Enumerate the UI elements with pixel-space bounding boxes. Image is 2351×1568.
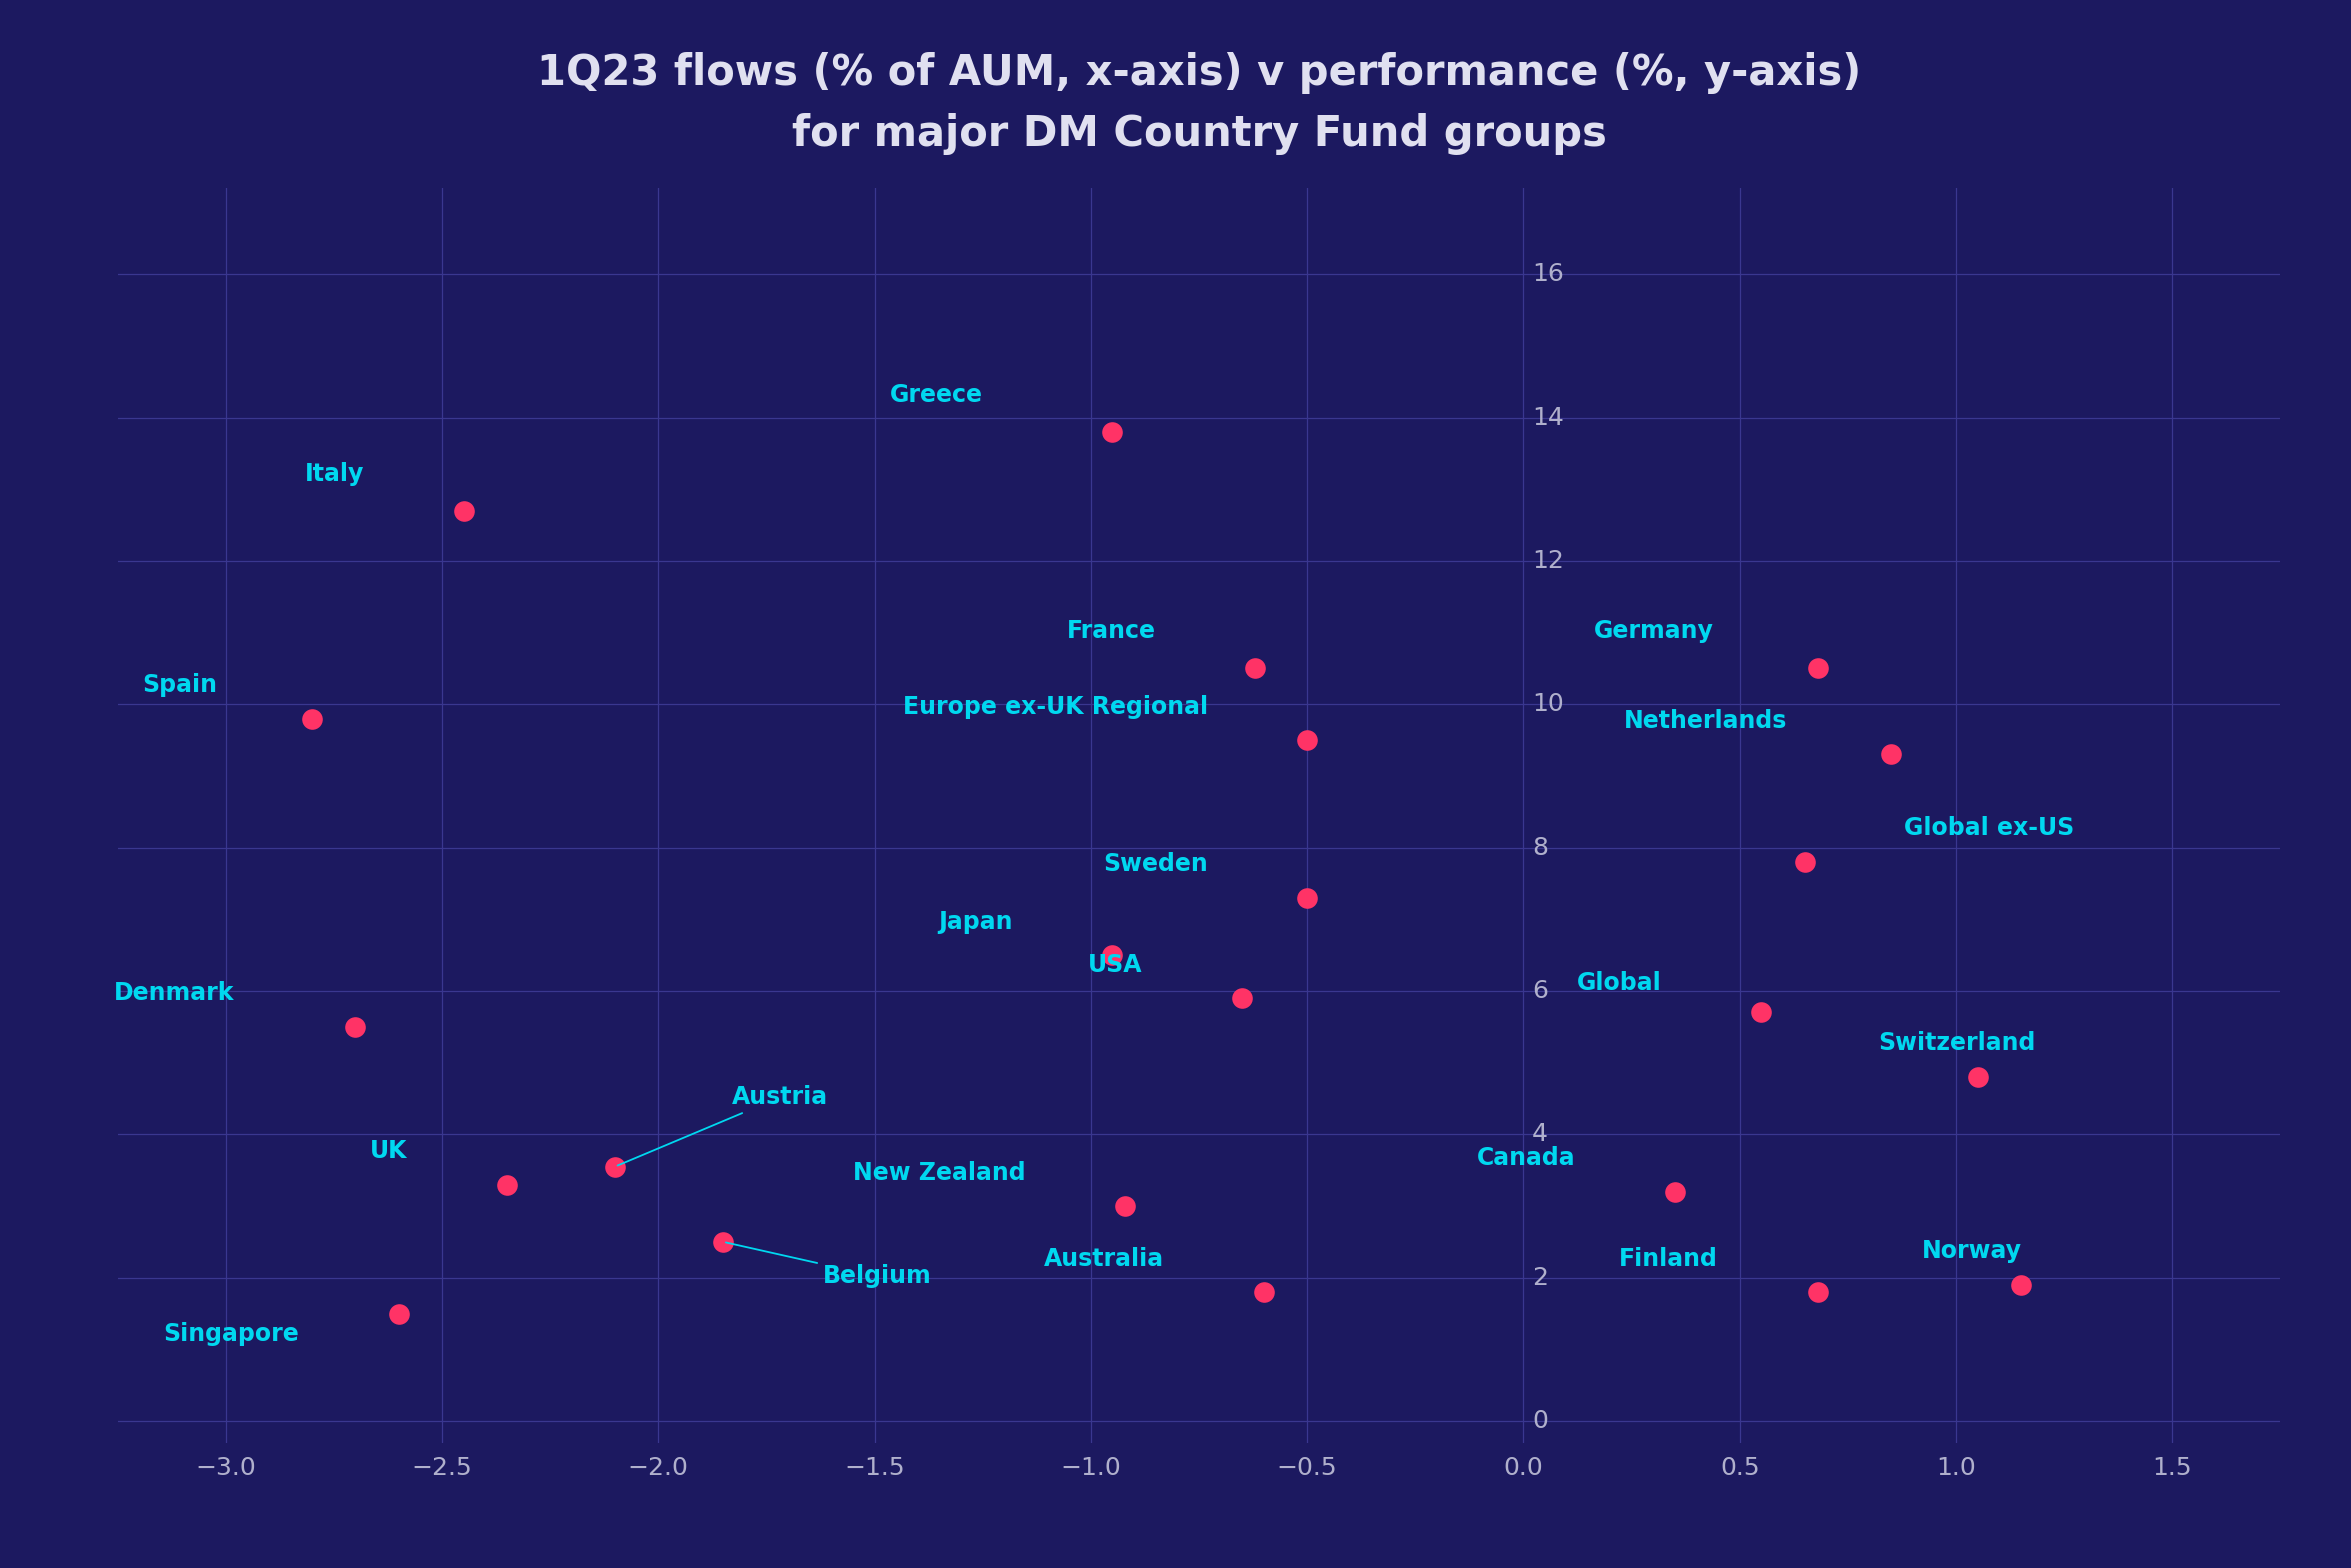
Point [1107, 1193, 1145, 1218]
Text: Austria: Austria [618, 1085, 828, 1165]
Text: Canada: Canada [1476, 1146, 1575, 1170]
Title: 1Q23 flows (% of AUM, x-axis) v performance (%, y-axis)
for major DM Country Fun: 1Q23 flows (% of AUM, x-axis) v performa… [536, 52, 1862, 155]
Point [1742, 1000, 1780, 1025]
Text: Sweden: Sweden [1103, 853, 1208, 877]
Text: Spain: Spain [141, 673, 216, 698]
Point [1093, 419, 1131, 444]
Text: Germany: Germany [1594, 619, 1714, 643]
Text: Europe ex-UK Regional: Europe ex-UK Regional [903, 695, 1208, 718]
Point [1655, 1179, 1693, 1204]
Text: Greece: Greece [889, 383, 983, 406]
Point [1799, 655, 1836, 681]
Point [705, 1229, 743, 1254]
Text: France: France [1067, 619, 1157, 643]
Text: Netherlands: Netherlands [1625, 709, 1787, 732]
Point [1288, 728, 1326, 753]
Point [489, 1171, 527, 1196]
Point [1246, 1279, 1284, 1305]
Point [1787, 850, 1824, 875]
Text: New Zealand: New Zealand [853, 1160, 1025, 1184]
Text: 2: 2 [1533, 1265, 1547, 1290]
Text: Norway: Norway [1921, 1239, 2022, 1264]
Text: USA: USA [1089, 953, 1143, 977]
Point [1799, 1279, 1836, 1305]
Text: Denmark: Denmark [113, 982, 235, 1005]
Text: Belgium: Belgium [726, 1242, 931, 1289]
Text: Global: Global [1578, 971, 1662, 994]
Point [1871, 742, 1909, 767]
Point [1223, 986, 1260, 1011]
Text: 8: 8 [1533, 836, 1547, 859]
Point [2003, 1272, 2041, 1297]
Point [444, 499, 482, 524]
Text: 6: 6 [1533, 978, 1547, 1004]
Text: Global ex-US: Global ex-US [1904, 817, 2074, 840]
Text: 0: 0 [1533, 1410, 1547, 1433]
Point [1288, 886, 1326, 911]
Text: 14: 14 [1533, 406, 1563, 430]
Text: 4: 4 [1533, 1123, 1547, 1146]
Text: Switzerland: Switzerland [1878, 1032, 2036, 1055]
Text: Japan: Japan [938, 909, 1013, 933]
Text: 12: 12 [1533, 549, 1563, 572]
Text: Australia: Australia [1044, 1247, 1164, 1270]
Text: UK: UK [369, 1138, 407, 1163]
Point [597, 1154, 635, 1179]
Point [336, 1014, 374, 1040]
Text: Singapore: Singapore [165, 1322, 299, 1345]
Point [294, 706, 331, 731]
Text: 16: 16 [1533, 262, 1563, 287]
Text: 10: 10 [1533, 691, 1563, 717]
Point [381, 1301, 418, 1327]
Text: Italy: Italy [306, 461, 364, 486]
Point [1958, 1065, 1996, 1090]
Text: Finland: Finland [1620, 1247, 1719, 1270]
Point [1237, 655, 1274, 681]
Point [1093, 942, 1131, 967]
